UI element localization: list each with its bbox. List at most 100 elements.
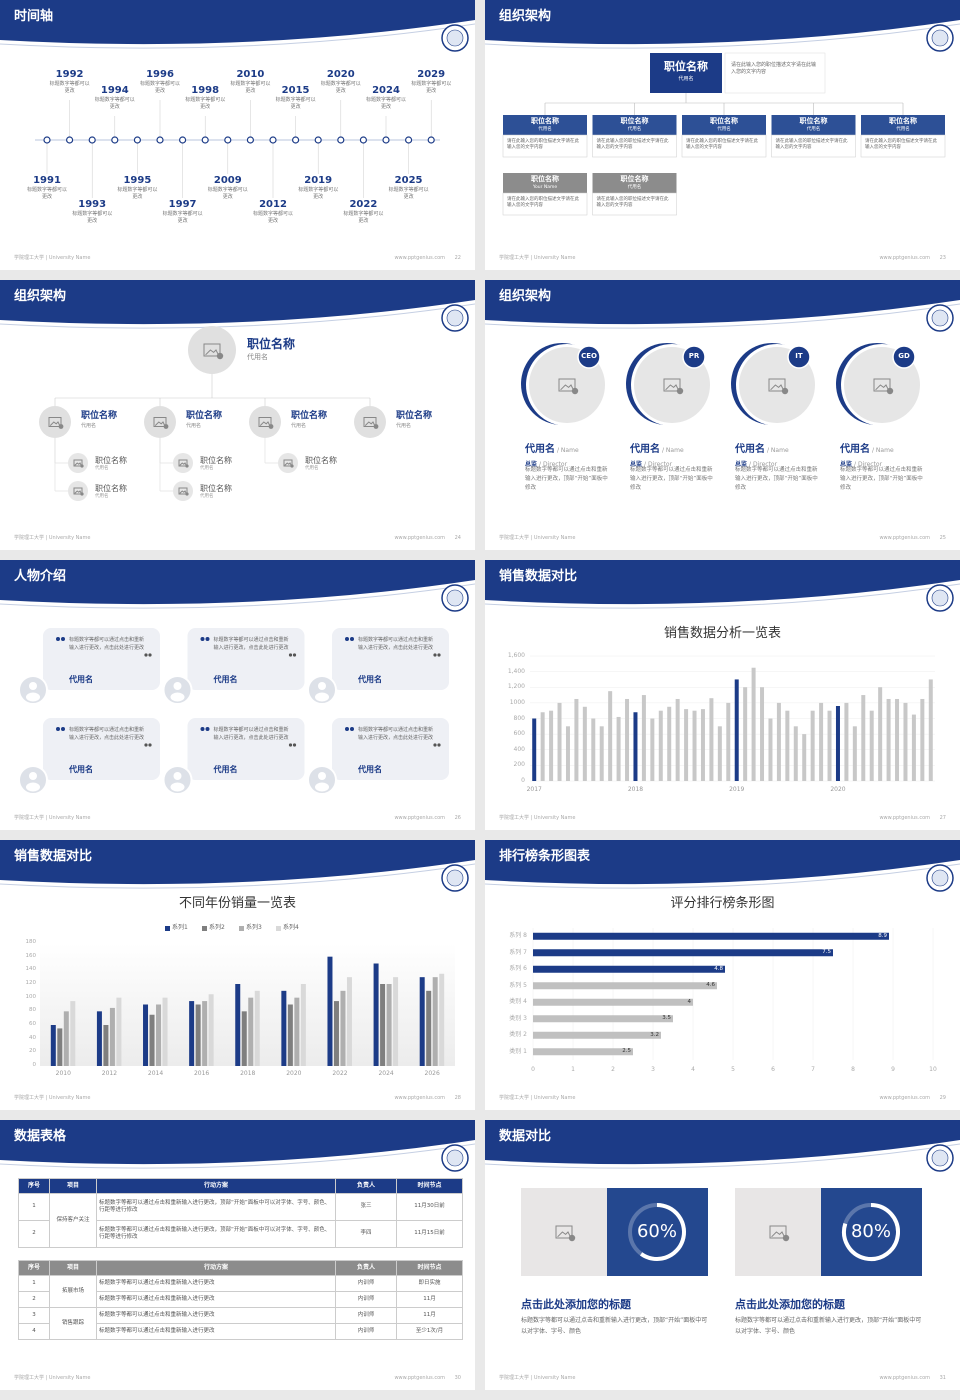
quote-icon <box>350 637 354 641</box>
header-band <box>485 1120 960 1165</box>
slide-graphics <box>485 560 960 782</box>
legend-swatch <box>239 926 244 931</box>
y-tick-label: 类别 1 <box>509 1047 527 1055</box>
child-sub: 代用名 <box>305 466 319 471</box>
page-number: 22 <box>454 255 461 261</box>
bar <box>751 667 756 781</box>
slide-title: 时间轴 <box>14 9 54 24</box>
bar <box>903 702 908 781</box>
slide-title: 数据表格 <box>14 1129 67 1144</box>
slide: 组织架构 职位名称 代用名 请在此输入您的职位描述文字请在此输入您的文字内容 职位名称代… <box>485 0 960 270</box>
bar <box>920 698 925 781</box>
timeline-dot <box>314 136 322 144</box>
timeline-year: 2012 <box>259 199 287 210</box>
logo-inner <box>446 29 464 47</box>
slide-title: 数据对比 <box>499 1129 552 1144</box>
footer-url: www.pptgenius.com <box>879 535 930 541</box>
slide-graphics <box>0 0 475 198</box>
bar <box>768 718 773 781</box>
person-role-en: / Director <box>854 461 883 468</box>
bar <box>599 726 604 781</box>
x-tick-label: 2022 <box>332 1070 348 1077</box>
bar <box>426 990 432 1066</box>
timeline-text: 标题数字等都可以更改 <box>343 211 384 224</box>
role-line: 总监 / Director <box>735 451 777 472</box>
slide-title: 排行榜条形图表 <box>499 849 591 864</box>
slide-title: 组织架构 <box>14 289 67 304</box>
logo-inner <box>446 589 464 607</box>
bar <box>717 726 722 781</box>
header-row: 序号 项目 行动方案 负责人 时间节点 <box>18 1178 463 1194</box>
cell-date: 11月15日前 <box>396 1220 463 1248</box>
plot-background <box>40 943 455 1066</box>
y-tick-label: 400 <box>513 745 525 753</box>
image-icon-mountain <box>205 349 219 356</box>
image-icon-plus <box>268 424 274 429</box>
image-icon <box>283 459 293 467</box>
child-title: 职位名称 <box>305 456 337 465</box>
bar <box>346 977 352 1066</box>
badge <box>682 345 706 369</box>
box-header <box>771 115 856 135</box>
quote-icon <box>292 653 297 657</box>
image-icon-plus <box>373 424 379 429</box>
timeline-text: 标题数字等都可以更改 <box>207 187 248 200</box>
legend-label: 系列1 <box>172 924 188 931</box>
bar <box>549 710 554 781</box>
bar <box>667 706 672 781</box>
timeline-text: 标题数字等都可以更改 <box>275 97 316 110</box>
person-role-en: / Director <box>749 461 778 468</box>
cell-date: 11月30日前 <box>396 1193 463 1221</box>
quote-icon <box>205 727 210 731</box>
timeline-year: 2022 <box>349 199 378 210</box>
bar <box>281 990 287 1066</box>
box-title: 职位名称 <box>799 117 828 125</box>
footer-url: www.pptgenius.com <box>879 255 930 261</box>
value-label: 3.5 <box>662 1015 671 1022</box>
y-tick-label: 1,600 <box>507 652 525 659</box>
timeline-year: 1991 <box>33 175 61 186</box>
timeline-year: 2015 <box>281 85 310 96</box>
image-icon-plus <box>58 424 64 429</box>
quote-text: 标题数字等都可以通过点击和重新输入进行更改，点击此处进行更改 <box>358 727 434 741</box>
x-tick-label: 6 <box>771 1066 775 1073</box>
page-number: 25 <box>939 535 946 541</box>
bar <box>103 1025 109 1066</box>
x-tick-label: 2014 <box>147 1070 164 1077</box>
y-tick-label: 系列 6 <box>509 965 527 973</box>
y-tick-label: 1,200 <box>507 683 525 691</box>
quote-icon <box>350 727 354 731</box>
person-text: 标题数字等都可以通过点击和重新输入进行更改，顶部“开始”面板中修改 <box>735 467 818 491</box>
timeline-year: 1996 <box>146 69 174 80</box>
y-tick-label: 100 <box>25 993 37 1000</box>
bar <box>793 726 798 781</box>
avatar-body <box>315 782 329 792</box>
cell-date: 即日实施 <box>396 1275 463 1292</box>
timeline-year: 1995 <box>123 175 152 186</box>
quote-icon <box>437 653 441 657</box>
child-title: 职位名称 <box>95 484 127 493</box>
bar <box>202 1001 208 1066</box>
header-band <box>0 560 475 605</box>
child-sub: 代用名 <box>200 466 214 471</box>
cell-no: 1 <box>18 1275 50 1292</box>
bar <box>50 1025 56 1066</box>
box-text: 请在此输入您的职位描述文字请在此输入您的文字内容 <box>775 139 848 150</box>
timeline-dot <box>65 136 74 144</box>
timeline-text: 标题数字等都可以更改 <box>162 211 203 224</box>
head-text: 请在此输入您的职位描述文字请在此输入您的文字内容 <box>731 62 817 75</box>
bar <box>726 702 731 781</box>
box-header <box>503 173 587 193</box>
slide-title: 销售数据对比 <box>14 849 93 864</box>
bar <box>70 1001 76 1066</box>
image-icon-mountain <box>364 421 376 426</box>
person-role: 总监 <box>630 461 643 468</box>
slide-graphics <box>485 1120 960 1276</box>
quote-icon <box>148 743 152 747</box>
bar <box>156 1004 162 1066</box>
y-tick-label: 40 <box>29 1034 36 1041</box>
cell-owner: 内训师 <box>335 1275 397 1292</box>
badge-text: GD <box>898 352 910 360</box>
image-icon-plus <box>290 464 294 468</box>
slide-graphics <box>0 280 475 501</box>
